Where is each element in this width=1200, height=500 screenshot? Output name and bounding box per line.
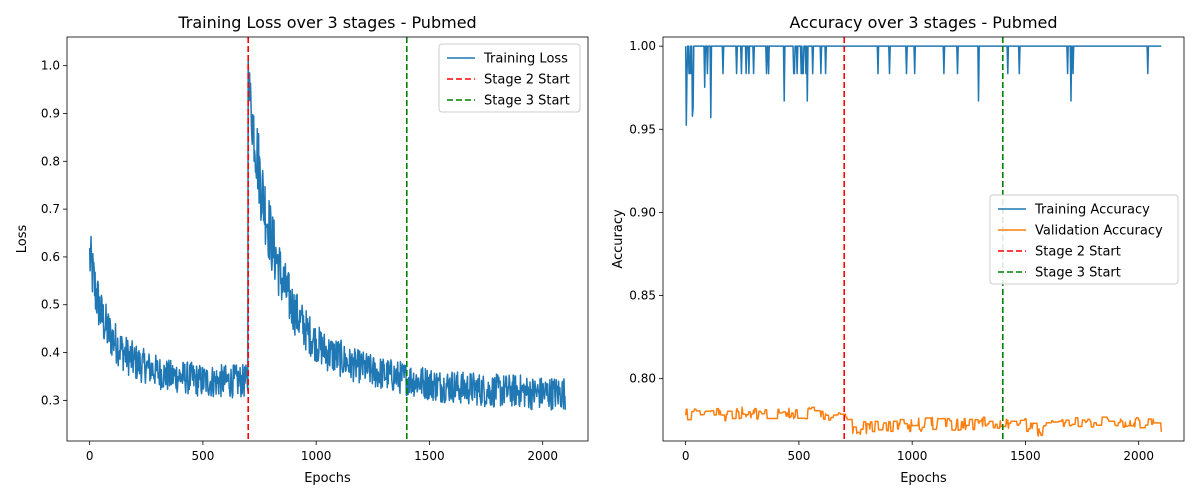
chart-title: Training Loss over 3 stages - Pubmed: [177, 13, 476, 32]
x-tick-label: 1000: [897, 449, 928, 463]
chart-title: Accuracy over 3 stages - Pubmed: [789, 13, 1057, 32]
legend-box: [438, 43, 581, 113]
y-axis-label: Accuracy: [611, 209, 626, 269]
series-line-validation-accuracy: [684, 406, 1163, 437]
legend-label: Validation Accuracy: [1035, 224, 1163, 239]
series-line-training-accuracy: [684, 45, 1162, 127]
y-tick-label: 0.5: [41, 298, 60, 312]
y-tick-label: 0.7: [41, 202, 60, 216]
x-tick-label: 1000: [301, 449, 332, 463]
y-tick-label: 0.80: [629, 372, 656, 386]
y-tick-label: 0.85: [629, 289, 656, 303]
x-tick-label: 500: [191, 449, 214, 463]
legend-label: Training Loss: [483, 52, 568, 67]
legend-box: [989, 194, 1179, 285]
x-tick-label: 500: [787, 449, 810, 463]
y-tick-label: 0.4: [41, 346, 60, 360]
x-tick-label: 1500: [1010, 449, 1041, 463]
chart-panel-1: Training Loss over 3 stages - Pubmed Epoc…: [15, 13, 589, 486]
plot-frame: [66, 36, 589, 442]
legend-label: Stage 2 Start: [484, 73, 570, 88]
y-tick-label: 0.9: [41, 106, 60, 120]
legend: Training Accuracy Validation Accuracy Stag…: [989, 194, 1179, 285]
y-tick-label: 0.6: [41, 250, 60, 264]
y-tick-label: 0.95: [629, 122, 656, 136]
x-tick-label: 0: [86, 449, 94, 463]
x-axis-label: Epochs: [304, 471, 351, 486]
series-line-training-loss: [88, 58, 567, 411]
x-tick-label: 2000: [527, 449, 558, 463]
plot-area: [88, 37, 567, 441]
x-tick-label: 0: [682, 449, 690, 463]
x-tick-label: 2000: [1123, 449, 1154, 463]
y-tick-label: 0.8: [41, 154, 60, 168]
x-tick-label: 1500: [414, 449, 445, 463]
legend-label: Stage 3 Start: [484, 94, 570, 109]
y-tick-label: 1.0: [41, 59, 60, 73]
legend: Training Loss Stage 2 Start Stage 3 Start: [438, 43, 581, 113]
y-tick-label: 1.00: [629, 39, 656, 53]
legend-label: Stage 2 Start: [1035, 245, 1121, 260]
x-axis-label: Epochs: [900, 471, 947, 486]
legend-label: Stage 3 Start: [1035, 266, 1121, 281]
y-tick-label: 0.3: [41, 393, 60, 407]
legend-label: Training Accuracy: [1034, 203, 1150, 218]
chart-panel-2: Accuracy over 3 stages - Pubmed Epochs Acc…: [611, 13, 1185, 486]
y-tick-label: 0.90: [629, 205, 656, 219]
y-axis-label: Loss: [15, 225, 30, 254]
plot-frame: [662, 36, 1185, 442]
